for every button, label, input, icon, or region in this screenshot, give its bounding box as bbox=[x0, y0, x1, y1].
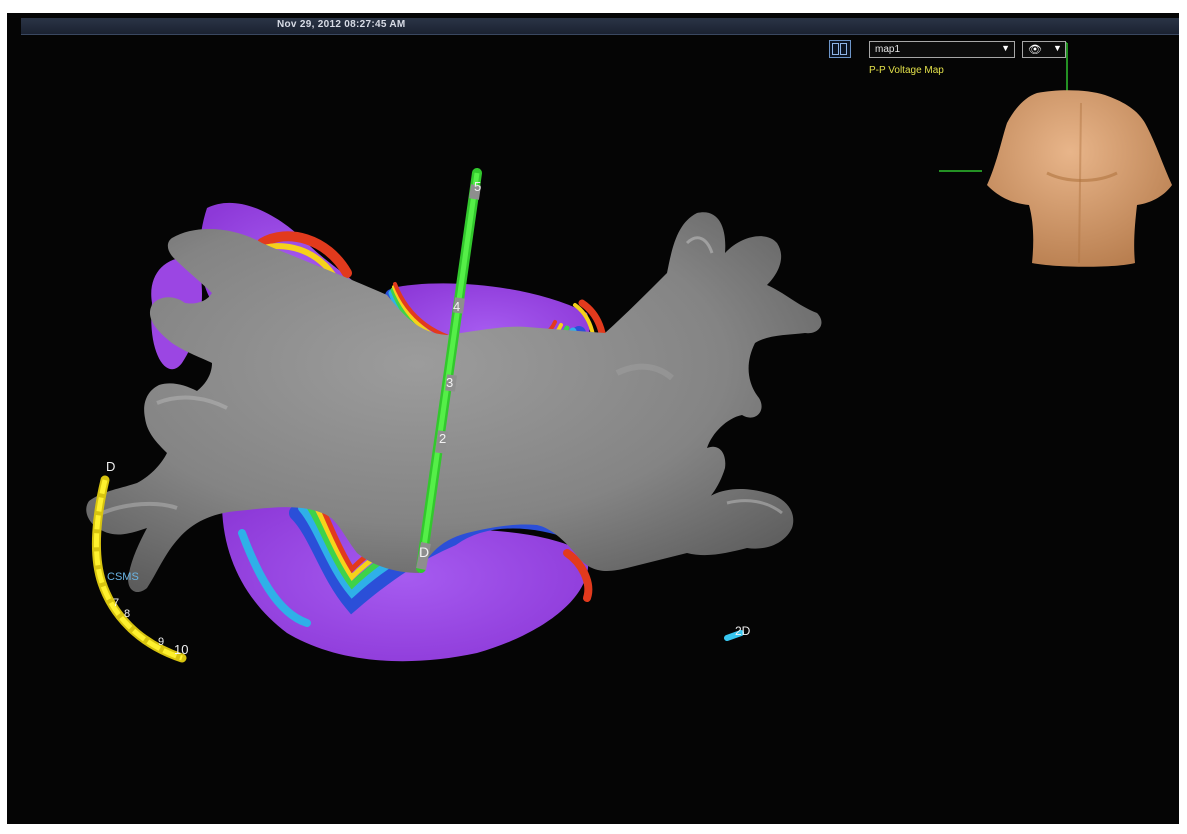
electrode-label-5: 5 bbox=[474, 179, 481, 194]
electrode-2 bbox=[435, 430, 448, 454]
reference-catheter[interactable]: 2D bbox=[724, 624, 751, 641]
torso-orientation-widget[interactable] bbox=[939, 42, 1172, 267]
electrode-4 bbox=[453, 297, 465, 314]
reference-catheter-label: 2D bbox=[735, 624, 751, 638]
chevron-down-icon: ▼ bbox=[1053, 43, 1062, 53]
split-view-icon-button[interactable] bbox=[829, 40, 851, 58]
cs-name-label: CSMS bbox=[107, 571, 139, 583]
map-type-label: P-P Voltage Map bbox=[869, 65, 944, 76]
3d-scene[interactable]: 5 4 3 2 D D CSMS 7 8 9 10 2D bbox=[7, 13, 1179, 824]
electrode-3 bbox=[445, 374, 457, 392]
mapping-viewport[interactable]: Nov 29, 2012 08:27:45 AM bbox=[7, 13, 1179, 824]
eye-icon: 👁 bbox=[1028, 44, 1042, 56]
electrode-tip bbox=[416, 542, 431, 570]
electrode-label-tip: D bbox=[419, 544, 429, 560]
electrode-label-4: 4 bbox=[453, 299, 460, 314]
ablation-catheter[interactable]: 5 4 3 2 D bbox=[416, 168, 482, 573]
left-atrium-shell bbox=[86, 212, 822, 593]
timestamp-label: Nov 29, 2012 08:27:45 AM bbox=[277, 19, 406, 30]
cs-tip-label: D bbox=[106, 459, 115, 474]
cs-catheter[interactable]: D CSMS 7 8 9 10 bbox=[91, 459, 188, 663]
chevron-down-icon: ▼ bbox=[1001, 43, 1010, 53]
cs-electrode-label-7: 7 bbox=[113, 597, 119, 609]
view-options-button[interactable]: 👁 ▼ bbox=[1022, 41, 1066, 58]
electrode-label-3: 3 bbox=[446, 375, 453, 390]
cs-electrode-label-10: 10 bbox=[174, 642, 188, 657]
map-select-dropdown[interactable]: map1 ▼ bbox=[869, 41, 1015, 58]
cs-electrode-label-8: 8 bbox=[124, 608, 130, 620]
title-bar: Nov 29, 2012 08:27:45 AM bbox=[21, 18, 1179, 35]
cs-electrode-label-9: 9 bbox=[158, 636, 164, 648]
map-select-value: map1 bbox=[875, 44, 901, 55]
electrode-label-2: 2 bbox=[439, 431, 446, 446]
catheter-electrodes bbox=[416, 184, 481, 570]
electrode-5 bbox=[469, 184, 481, 200]
